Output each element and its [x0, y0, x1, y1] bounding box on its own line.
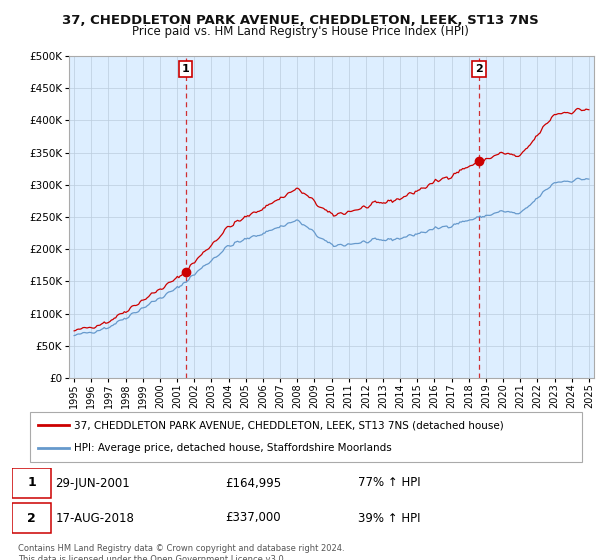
Text: 17-AUG-2018: 17-AUG-2018	[55, 511, 134, 525]
Text: 1: 1	[182, 64, 190, 74]
Text: 1: 1	[27, 477, 36, 489]
Text: 2: 2	[475, 64, 483, 74]
Text: £164,995: £164,995	[225, 477, 281, 489]
Text: 37, CHEDDLETON PARK AVENUE, CHEDDLETON, LEEK, ST13 7NS: 37, CHEDDLETON PARK AVENUE, CHEDDLETON, …	[62, 14, 538, 27]
Text: Price paid vs. HM Land Registry's House Price Index (HPI): Price paid vs. HM Land Registry's House …	[131, 25, 469, 38]
Text: 37, CHEDDLETON PARK AVENUE, CHEDDLETON, LEEK, ST13 7NS (detached house): 37, CHEDDLETON PARK AVENUE, CHEDDLETON, …	[74, 420, 504, 430]
FancyBboxPatch shape	[12, 503, 51, 533]
Text: HPI: Average price, detached house, Staffordshire Moorlands: HPI: Average price, detached house, Staf…	[74, 444, 392, 454]
Text: 29-JUN-2001: 29-JUN-2001	[55, 477, 130, 489]
Text: 77% ↑ HPI: 77% ↑ HPI	[358, 477, 420, 489]
Text: Contains HM Land Registry data © Crown copyright and database right 2024.
This d: Contains HM Land Registry data © Crown c…	[18, 544, 344, 560]
FancyBboxPatch shape	[12, 468, 51, 498]
Text: £337,000: £337,000	[225, 511, 281, 525]
Text: 39% ↑ HPI: 39% ↑ HPI	[358, 511, 420, 525]
Text: 2: 2	[27, 511, 36, 525]
FancyBboxPatch shape	[30, 412, 582, 462]
